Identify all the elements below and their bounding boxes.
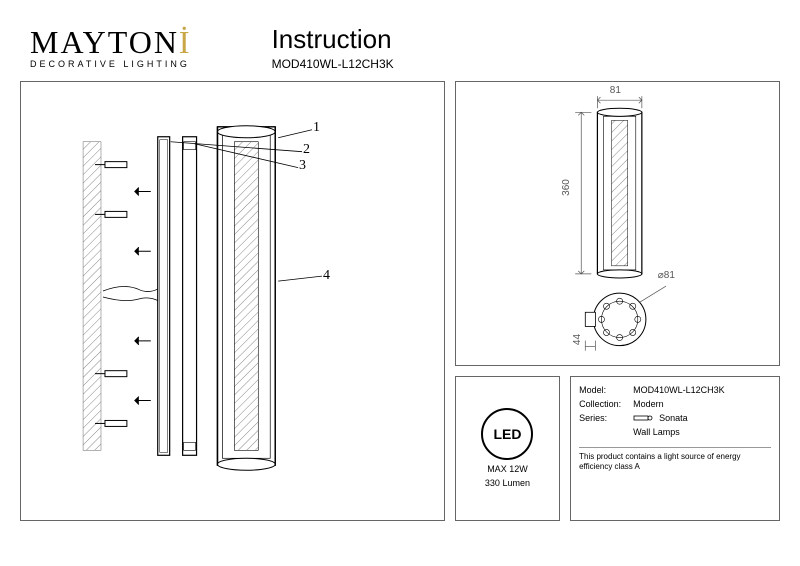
collection-label: Collection: (579, 399, 627, 409)
led-lumen: 330 Lumen (485, 478, 530, 488)
model-label: Model: (579, 385, 627, 395)
right-column: 81 360 ⌀81 44 LED MAX 12W 330 Lumen Mode… (455, 81, 780, 521)
page-title: Instruction (272, 24, 394, 55)
collection-value: Modern (633, 399, 664, 409)
title-block: Instruction MOD410WL-L12CH3K (272, 24, 394, 71)
info-collection: Collection: Modern (579, 399, 771, 409)
callout-3: 3 (299, 158, 306, 174)
lamp-icon (633, 413, 653, 423)
led-max: MAX 12W (487, 464, 528, 474)
model-code: MOD410WL-L12CH3K (272, 57, 394, 71)
efficiency-note: This product contains a light source of … (579, 447, 771, 473)
instruction-sheet: MAYTONİ DECORATIVE LIGHTING Instruction … (0, 0, 800, 566)
info-type: Wall Lamps (579, 427, 771, 437)
series-value: Sonata (659, 413, 688, 423)
header: MAYTONİ DECORATIVE LIGHTING Instruction … (0, 0, 800, 81)
logo-o: O (129, 24, 154, 60)
dimension-svg (456, 82, 779, 365)
logo-text: MAYTONİ (30, 24, 192, 61)
dimension-diagram: 81 360 ⌀81 44 (455, 81, 780, 366)
callout-4: 4 (323, 268, 330, 284)
info-series: Series: Sonata (579, 413, 771, 423)
callout-1: 1 (313, 120, 320, 136)
logo-y: Y (83, 24, 108, 60)
dim-diameter: ⌀81 (658, 270, 675, 281)
led-box: LED MAX 12W 330 Lumen (455, 376, 560, 521)
logo-n: N (154, 24, 179, 60)
assembly-svg (21, 82, 444, 520)
assembly-diagram: 1 2 3 4 (20, 81, 445, 521)
led-icon: LED (481, 408, 533, 460)
logo-m: M (30, 24, 60, 60)
led-label: LED (493, 426, 521, 442)
model-value: MOD410WL-L12CH3K (633, 385, 725, 395)
dim-depth: 44 (572, 334, 583, 345)
logo-a: A (60, 24, 82, 60)
logo-t: T (108, 24, 129, 60)
info-model: Model: MOD410WL-L12CH3K (579, 385, 771, 395)
callout-2: 2 (303, 142, 310, 158)
type-value: Wall Lamps (633, 427, 680, 437)
logo-tagline: DECORATIVE LIGHTING (30, 59, 192, 69)
logo: MAYTONİ DECORATIVE LIGHTING (30, 24, 192, 69)
spec-row: LED MAX 12W 330 Lumen Model: MOD410WL-L1… (455, 376, 780, 521)
main-panels: 1 2 3 4 (0, 81, 800, 541)
info-box: Model: MOD410WL-L12CH3K Collection: Mode… (570, 376, 780, 521)
dim-width: 81 (610, 85, 621, 96)
dim-height: 360 (561, 179, 572, 196)
logo-dot: İ (179, 24, 192, 60)
series-label: Series: (579, 413, 627, 423)
